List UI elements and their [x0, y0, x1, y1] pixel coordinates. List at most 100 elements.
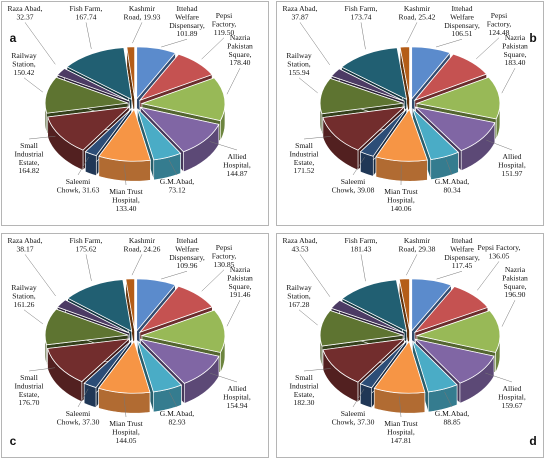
slice-label-line: Kashmir — [129, 236, 156, 245]
slice-label-line: Ittehad — [451, 236, 472, 245]
slice-label-pepsi-factory: Pepsi Factory, 130.85 — [212, 243, 237, 269]
slice-label-line: Pakistan — [227, 273, 253, 282]
pie-labels: Ittehad Welfare Dispensary, 106.51 Pepsi Fact… — [282, 4, 528, 213]
slice-label-ittehad-welfare-dispensary: Ittehad Welfare Dispensary, 106.51 — [444, 4, 480, 38]
panel-letter: d — [529, 434, 537, 448]
slice-label-line: Allied — [503, 384, 522, 393]
slice-label-line: Station, — [12, 291, 36, 300]
leader-line — [501, 68, 516, 94]
slice-label-line: Industrial — [14, 149, 43, 158]
slice-label-line: 117.45 — [452, 261, 473, 270]
slice-label-small-industrial-estate: Small Industrial Estate, 164.82 — [14, 141, 43, 175]
slice-label-line: Railway — [11, 51, 37, 60]
slice-label-line: Raza Abad, — [7, 4, 42, 13]
slice-label-small-industrial-estate: Small Industrial Estate, 176.70 — [14, 373, 43, 407]
pie-chart-c: Ittehad Welfare Dispensary, 109.96 Pepsi Fact… — [7, 236, 253, 445]
slice-raza-abad — [330, 299, 405, 334]
slice-label-line: Nazria — [230, 33, 251, 42]
slice-label-line: Estate, — [19, 390, 40, 399]
slice-label-line: 164.82 — [19, 166, 40, 175]
slice-label-line: 183.40 — [505, 58, 526, 67]
slice-label-line: 144.05 — [116, 436, 137, 445]
pie-chart-a: Ittehad Welfare Dispensary, 101.89 Pepsi Fact… — [7, 4, 253, 213]
slice-label-line: 167.28 — [289, 300, 310, 309]
slice-label-small-industrial-estate: Small Industrial Estate, 182.30 — [289, 373, 318, 407]
leader-line — [435, 38, 463, 48]
slice-label-small-industrial-estate: Small Industrial Estate, 171.52 — [289, 141, 318, 175]
slice-label-line: Fish Farm, — [345, 4, 378, 13]
slice-label-mian-trust-hospital: Mian Trust Hospital, 147.81 — [384, 419, 418, 445]
slice-label-kashmir-road: Kashmir Road, 24.26 — [124, 236, 161, 253]
slice-label-line: Saleemi — [66, 409, 90, 418]
slice-saleemi-chowk — [359, 340, 407, 389]
slice-nazria-pakistan-square — [140, 77, 226, 122]
slice-label-line: Pepsi — [491, 11, 507, 20]
slice-label-line: G.M.Abad, — [160, 177, 194, 186]
slice-label-line: Factory, — [487, 19, 512, 28]
slice-label-line: 159.67 — [502, 401, 523, 410]
slice-g-m-abad — [137, 108, 182, 161]
slice-label-line: 32.37 — [16, 12, 33, 21]
slice-label-line: 88.85 — [443, 417, 460, 426]
slice-label-railway-station: Railway Station, 150.42 — [11, 51, 37, 77]
slice-small-industrial-estate — [47, 106, 131, 151]
slice-kashmir-road — [398, 278, 410, 331]
leader-line — [28, 367, 55, 372]
slice-mian-trust-hospital — [98, 108, 151, 162]
slice-g-m-abad — [412, 108, 460, 161]
slice-label-line: Hospital, — [112, 427, 140, 436]
slice-label-line: Ittehad — [451, 4, 472, 13]
slice-label-line: Hospital, — [387, 427, 415, 436]
slice-label-line: Hospital, — [387, 195, 415, 204]
leader-line — [298, 309, 318, 326]
slice-label-line: Square, — [229, 282, 252, 291]
slice-label-line: Kashmir — [129, 4, 156, 13]
slice-railway-station — [44, 76, 129, 114]
slice-fish-farm — [340, 47, 408, 101]
slice-railway-station — [319, 309, 404, 347]
slice-label-line: Industrial — [289, 381, 318, 390]
slice-label-line: Square, — [229, 50, 252, 59]
slice-label-line: 175.62 — [76, 244, 97, 253]
slice-saleemi-chowk — [84, 108, 132, 157]
slice-label-line: 150.42 — [14, 68, 35, 77]
slice-label-line: 171.52 — [294, 166, 315, 175]
slice-label-raza-abad: Raza Abad, 43.53 — [282, 236, 317, 253]
leader-line — [303, 368, 331, 372]
slice-label-line: Hospital, — [223, 392, 251, 401]
slice-kashmir-road — [399, 46, 410, 99]
slice-label-g-m-abad: G.M.Abad, 88.85 — [435, 409, 469, 426]
slice-fish-farm — [66, 279, 133, 333]
slice-saleemi-chowk — [359, 108, 407, 157]
slice-raza-abad — [56, 299, 130, 334]
slice-label-pepsi-factory: Pepsi Factory, 124.48 — [487, 11, 512, 37]
leader-line — [132, 22, 143, 44]
slice-label-saleemi-chowk: Saleemi Chowk, 39.08 — [332, 177, 375, 194]
leader-line — [169, 391, 178, 408]
slice-nazria-pakistan-square — [140, 309, 226, 353]
slice-ittehad-welfare-dispensary — [411, 278, 452, 332]
slice-label-line: Small — [20, 373, 38, 382]
leader-line — [24, 254, 56, 297]
slice-label-line: Chowk, 31.63 — [57, 185, 100, 194]
slice-label-line: Welfare — [175, 12, 199, 21]
slice-label-allied-hospital: Allied Hospital, 144.87 — [223, 152, 251, 178]
slice-label-line: Dispensary, — [169, 21, 205, 30]
slice-label-fish-farm: Fish Farm, 167.74 — [70, 4, 103, 21]
slice-label-line: Square, — [504, 50, 527, 59]
slice-label-line: Industrial — [289, 149, 318, 158]
leader-line — [406, 254, 418, 276]
leader-line — [209, 141, 238, 151]
slice-label-line: Chowk, 37.30 — [57, 417, 100, 426]
slice-label-pepsi-factory: Pepsi Factory, 136.05 — [478, 243, 521, 260]
panel-letter: c — [9, 434, 17, 448]
slice-label-line: Fish Farm, — [70, 236, 103, 245]
slice-label-line: 196.90 — [505, 290, 526, 299]
leader-line — [445, 159, 453, 176]
slice-label-railway-station: Railway Station, 155.94 — [286, 51, 312, 77]
panel-letter: a — [9, 31, 17, 45]
slice-label-line: Pepsi Factory, — [478, 243, 521, 252]
slice-small-industrial-estate — [47, 338, 131, 383]
slice-label-mian-trust-hospital: Mian Trust Hospital, 144.05 — [109, 419, 143, 445]
